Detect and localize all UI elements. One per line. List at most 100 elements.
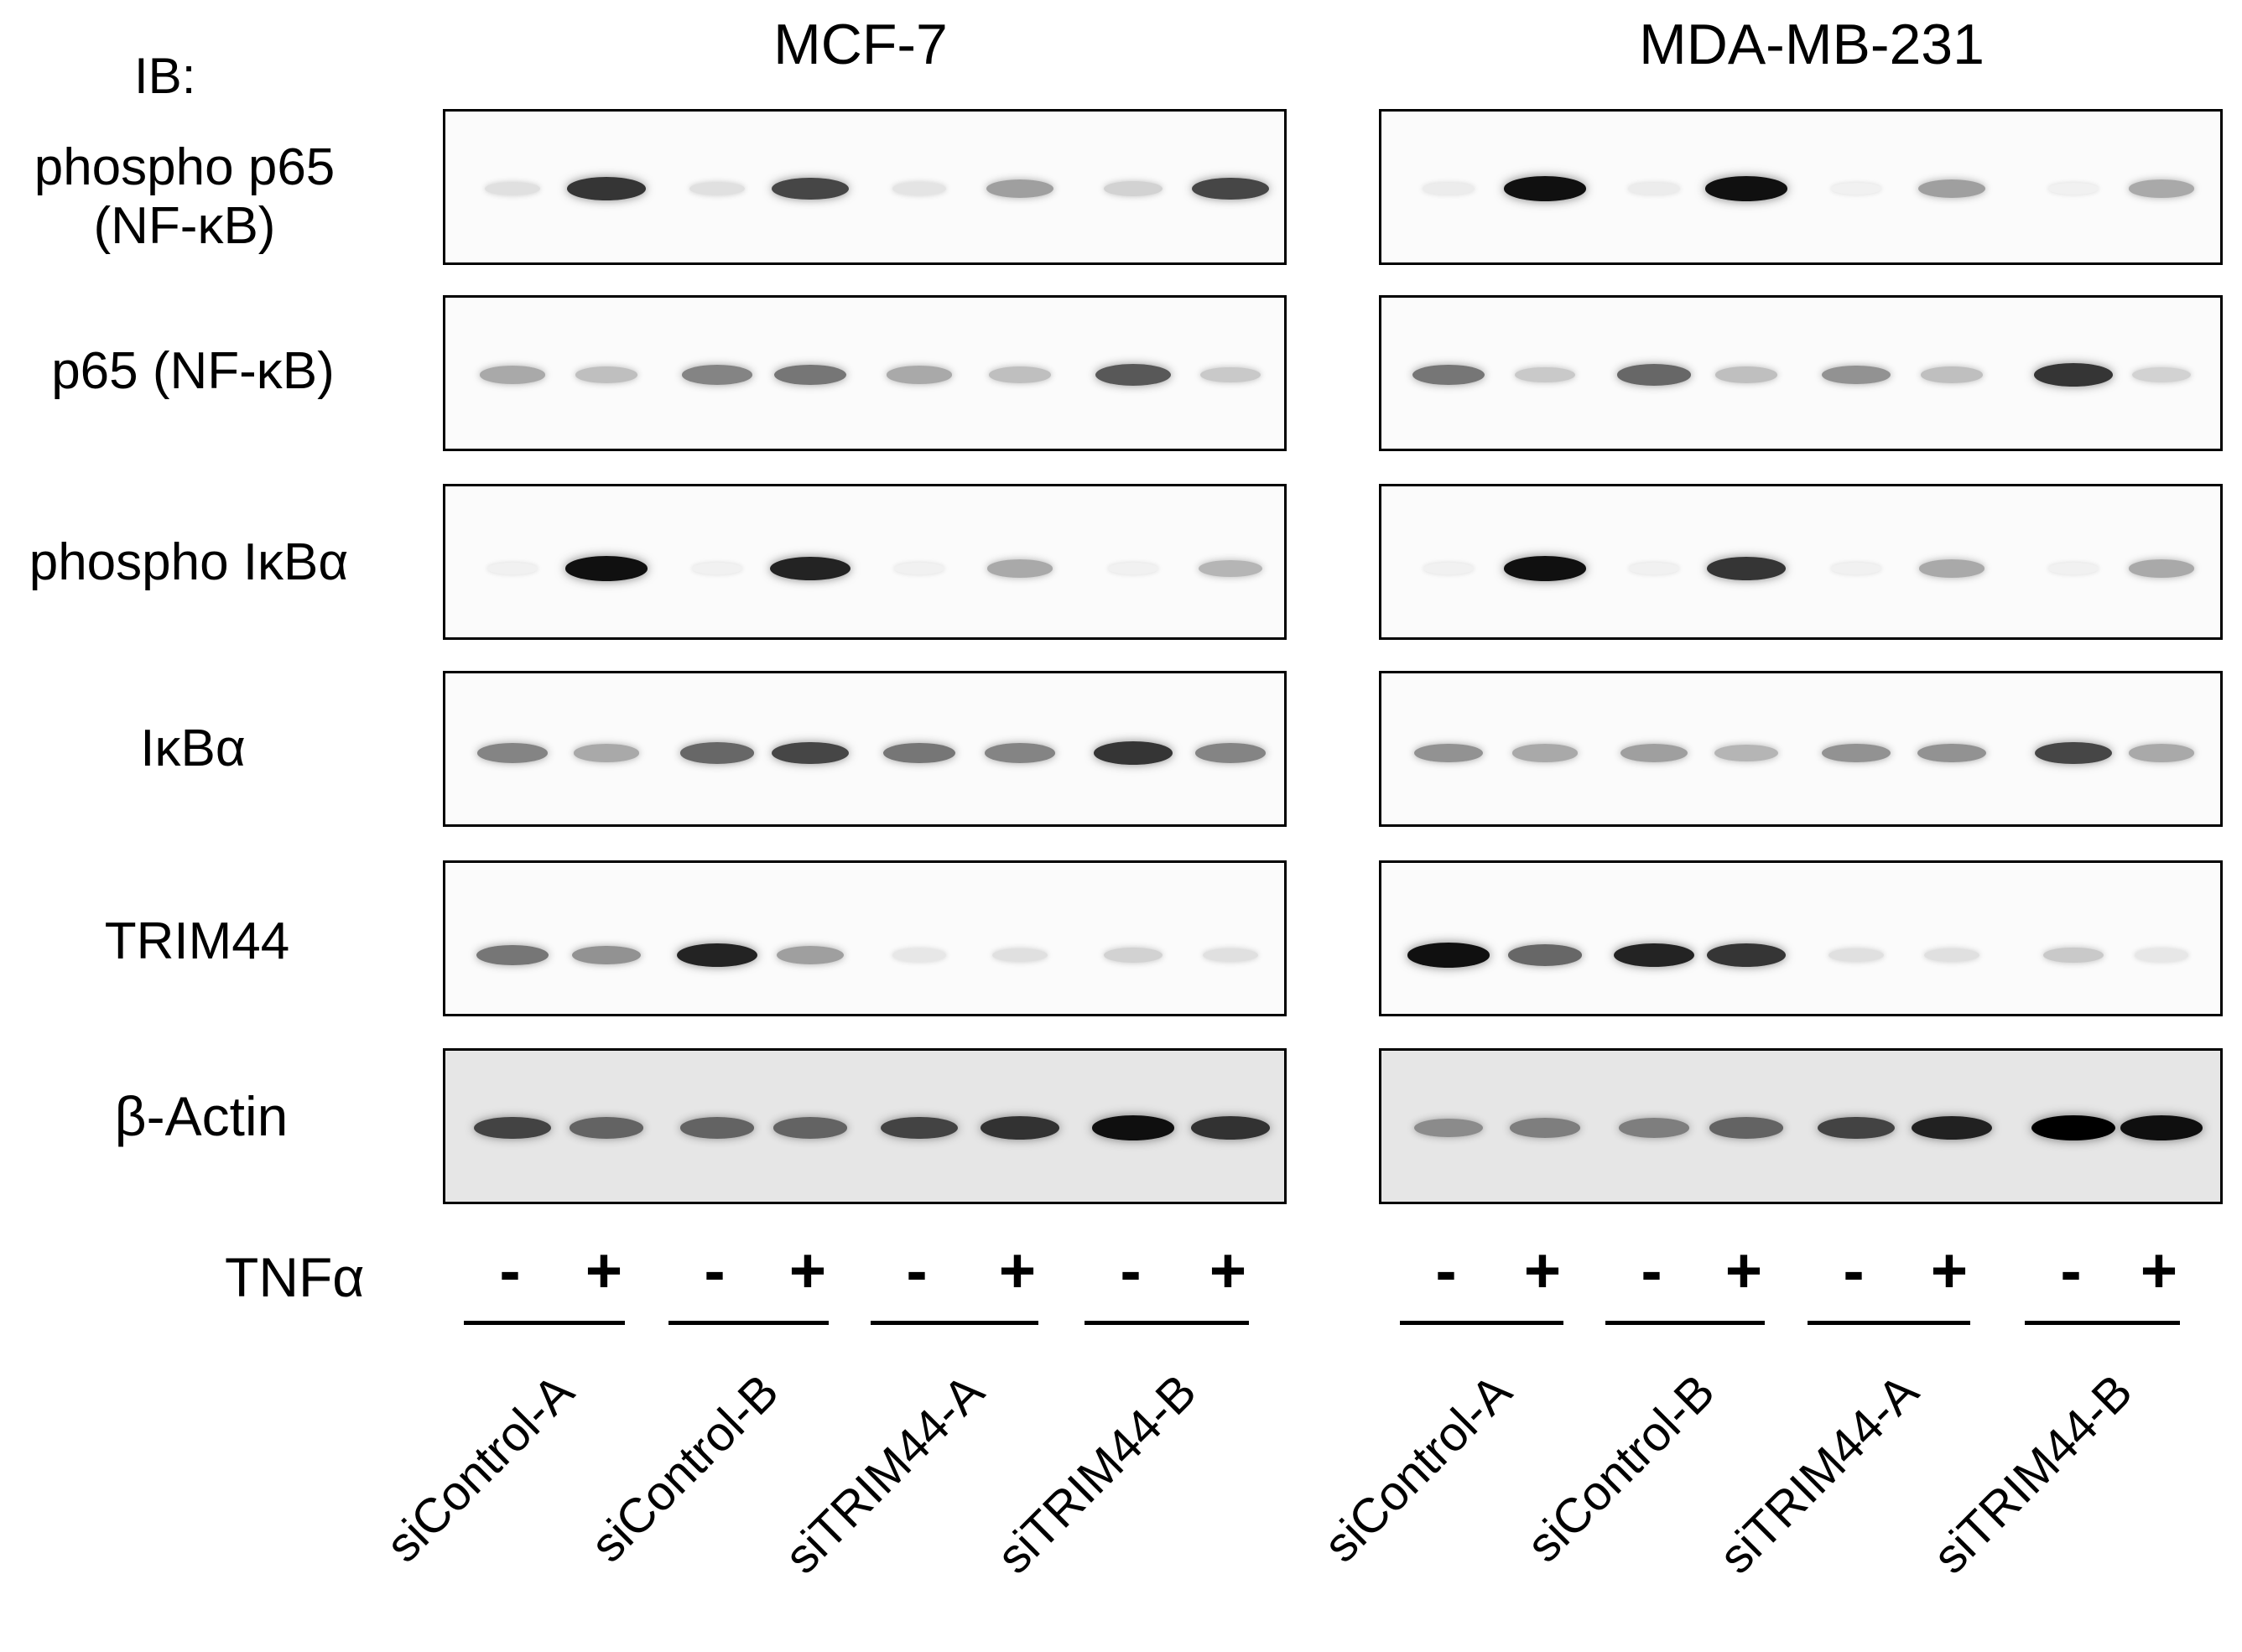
protein-band <box>682 365 752 385</box>
protein-band <box>1620 744 1688 762</box>
protein-band <box>1705 176 1787 201</box>
protein-band <box>2129 744 2194 762</box>
protein-band <box>1192 177 1269 200</box>
row-label-line: p65 (NF-κB) <box>51 342 335 400</box>
protein-band <box>1504 176 1586 201</box>
protein-band <box>1707 557 1786 580</box>
protein-band <box>2135 948 2188 962</box>
protein-band <box>567 177 646 200</box>
protein-band <box>1912 1115 1992 1140</box>
protein-band <box>692 563 742 574</box>
protein-band <box>770 556 851 581</box>
protein-band <box>2034 363 2113 387</box>
protein-band <box>1195 743 1266 763</box>
cell-line-title-mdamb231: MDA-MB-231 <box>1639 13 1985 76</box>
row-label-line: phospho p65 <box>34 138 336 196</box>
protein-band <box>565 556 648 581</box>
protein-band <box>1104 181 1163 196</box>
protein-band <box>1818 1116 1895 1140</box>
blot-panel <box>443 860 1287 1016</box>
group-underline <box>871 1321 1038 1325</box>
protein-band <box>1614 943 1694 968</box>
protein-band <box>1092 1115 1174 1140</box>
protein-band <box>2048 183 2099 195</box>
protein-band <box>1628 182 1680 195</box>
blot-panel <box>1379 671 2223 827</box>
protein-band <box>1822 743 1891 763</box>
protein-band <box>1629 563 1679 574</box>
blot-panel <box>1379 484 2223 640</box>
protein-band <box>680 742 754 764</box>
protein-band <box>2031 1115 2115 1140</box>
protein-band <box>570 1117 643 1139</box>
protein-band <box>883 742 955 764</box>
protein-band <box>474 1116 551 1140</box>
row-label-beta-actin: β-Actin <box>8 1087 394 1145</box>
blot-panel <box>443 109 1287 265</box>
protein-band <box>1108 563 1158 574</box>
protein-band <box>1828 948 1884 963</box>
probe-label: IB: <box>134 48 196 104</box>
protein-band <box>2043 947 2104 964</box>
row-label-line: (NF-κB) <box>93 197 276 255</box>
protein-band <box>773 1117 847 1139</box>
blot-panel <box>443 1048 1287 1204</box>
protein-band <box>774 364 846 386</box>
protein-band <box>1512 744 1578 762</box>
protein-band <box>2129 179 2194 198</box>
protein-band <box>1919 559 1985 578</box>
protein-band <box>2129 559 2194 578</box>
protein-band <box>989 366 1051 383</box>
protein-band <box>689 181 745 196</box>
treatment-plus: + <box>585 1235 623 1307</box>
blot-panel <box>443 484 1287 640</box>
protein-band <box>480 366 545 384</box>
protein-band <box>1617 364 1691 386</box>
protein-band <box>1414 743 1483 763</box>
blot-panel <box>443 295 1287 451</box>
row-label-line: TRIM44 <box>104 912 290 970</box>
protein-band <box>1510 1118 1580 1138</box>
treatment-label: TNFα <box>225 1246 365 1308</box>
group-underline <box>1085 1321 1249 1325</box>
protein-band <box>1831 183 1881 195</box>
group-underline <box>1605 1321 1765 1325</box>
protein-band <box>1412 364 1485 386</box>
protein-band <box>1822 365 1891 385</box>
protein-band <box>987 559 1053 578</box>
cell-line-title-mcf7: MCF-7 <box>773 13 948 76</box>
western-blot-figure: IB: MCF-7 MDA-MB-231 phospho p65 (NF-κB)… <box>8 13 2223 1584</box>
protein-band <box>2035 741 2112 765</box>
protein-band <box>1095 364 1171 386</box>
row-label-trim44: TRIM44 <box>8 912 386 971</box>
protein-band <box>1200 366 1261 383</box>
treatment-minus: - <box>704 1235 726 1307</box>
protein-band <box>677 943 757 968</box>
treatment-minus: - <box>1641 1235 1662 1307</box>
protein-band <box>1104 948 1163 963</box>
protein-band <box>992 948 1048 963</box>
protein-band <box>892 182 947 195</box>
treatment-minus: - <box>1843 1235 1865 1307</box>
protein-band <box>772 741 849 765</box>
protein-band <box>1191 1116 1270 1140</box>
row-label-p65: p65 (NF-κB) <box>8 342 377 401</box>
treatment-plus: + <box>1930 1235 1969 1307</box>
treatment-minus: - <box>2060 1235 2082 1307</box>
group-underline <box>1808 1321 1970 1325</box>
protein-band <box>985 743 1055 763</box>
protein-band <box>2120 1115 2203 1140</box>
protein-band <box>1924 948 1979 963</box>
protein-band <box>1423 563 1474 574</box>
protein-band <box>1707 943 1786 967</box>
protein-band <box>2132 367 2191 382</box>
protein-band <box>574 744 639 762</box>
protein-band <box>1094 741 1173 765</box>
treatment-minus: - <box>906 1235 928 1307</box>
treatment-minus: - <box>1120 1235 1142 1307</box>
protein-band <box>1918 179 1985 198</box>
blot-panel <box>1379 109 2223 265</box>
blot-panel <box>1379 1048 2223 1204</box>
protein-band <box>575 366 637 383</box>
treatment-plus: + <box>788 1235 827 1307</box>
